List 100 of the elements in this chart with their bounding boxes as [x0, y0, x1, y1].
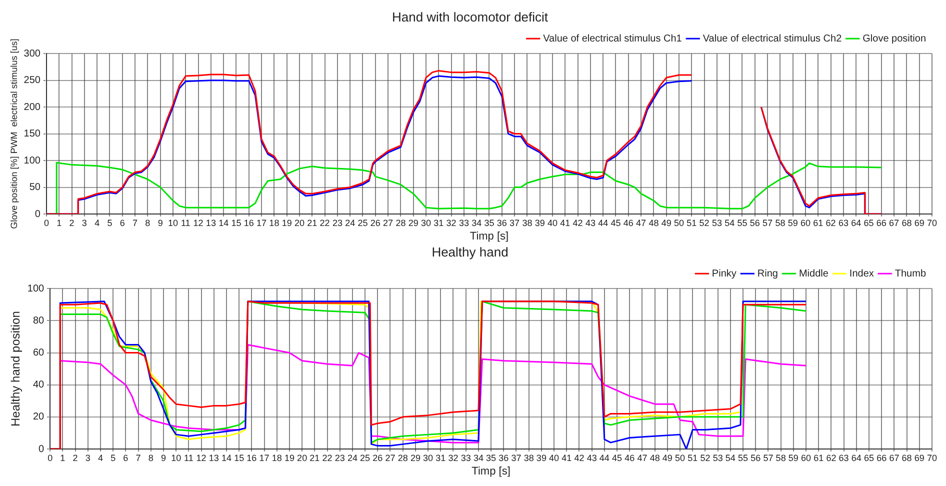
x-tick-label: 1: [60, 452, 66, 463]
x-tick-label: 69: [914, 452, 924, 463]
x-tick-label: 13: [206, 218, 216, 228]
x-tick-label: 33: [460, 452, 471, 463]
x-tick-label: 28: [398, 452, 408, 463]
x-tick-label: 13: [208, 452, 219, 463]
x-tick-label: 23: [332, 218, 342, 228]
chart-title: Hand with locomotor deficit: [392, 9, 548, 24]
x-tick-label: 48: [650, 452, 660, 463]
x-tick-label: 12: [193, 218, 204, 228]
x-tick-label: 48: [648, 218, 659, 228]
x-tick-label: 22: [320, 218, 330, 228]
x-tick-label: 18: [272, 452, 282, 463]
y-tick-label: 80: [32, 315, 45, 326]
x-tick-label: 52: [699, 218, 710, 228]
x-tick-label: 57: [762, 218, 773, 228]
x-tick-label: 62: [826, 218, 836, 228]
x-tick-label: 61: [814, 452, 824, 463]
legend-label: Value of electrical stimulus Ch2: [702, 33, 842, 44]
x-tick-label: 46: [623, 218, 634, 228]
x-tick-label: 17: [259, 452, 270, 463]
x-tick-label: 12: [196, 452, 206, 463]
x-tick-label: 40: [547, 218, 558, 228]
x-tick-label: 3: [82, 218, 87, 228]
y-axis-title: Glove position [%] PWM electrical stimulus [us]: [8, 38, 19, 229]
x-tick-label: 7: [132, 218, 138, 228]
x-tick-label: 66: [876, 218, 886, 228]
x-tick-label: 30: [420, 218, 431, 228]
x-tick-label: 54: [724, 218, 735, 228]
x-tick-label: 30: [423, 452, 434, 463]
x-tick-label: 63: [838, 218, 848, 228]
chart-title: Healthy hand: [432, 244, 508, 260]
x-tick-label: 19: [284, 452, 294, 463]
legend-label: Glove position: [862, 33, 926, 44]
x-tick-label: 35: [484, 218, 494, 228]
x-tick-label: 53: [712, 218, 722, 228]
x-tick-label: 52: [700, 452, 710, 463]
x-tick-label: 16: [244, 218, 254, 228]
x-tick-label: 33: [458, 218, 469, 228]
x-tick-label: 10: [171, 452, 182, 463]
x-tick-label: 34: [472, 218, 482, 228]
x-tick-label: 5: [107, 218, 112, 228]
x-tick-label: 51: [688, 452, 698, 463]
x-tick-label: 46: [624, 452, 635, 463]
x-tick-label: 57: [763, 452, 774, 463]
x-tick-label: 28: [396, 218, 406, 228]
x-tick-label: 17: [256, 218, 267, 228]
x-tick-label: 6: [120, 218, 125, 228]
legend-label: Pinky: [712, 268, 736, 280]
x-tick-label: 14: [221, 452, 232, 463]
x-tick-label: 35: [486, 452, 496, 463]
x-tick-label: 38: [522, 218, 532, 228]
x-tick-label: 58: [775, 218, 786, 228]
x-tick-label: 36: [498, 452, 509, 463]
x-tick-label: 11: [180, 218, 190, 228]
x-tick-label: 66: [876, 452, 887, 463]
x-tick-label: 63: [838, 452, 849, 463]
x-tick-label: 56: [750, 218, 760, 228]
x-tick-label: 2: [72, 452, 78, 463]
x-tick-label: 27: [385, 452, 396, 463]
x-tick-label: 43: [586, 452, 597, 463]
x-tick-label: 31: [436, 452, 446, 463]
x-tick-label: 26: [370, 218, 380, 228]
x-tick-label: 41: [562, 452, 572, 463]
x-tick-label: 18: [269, 218, 280, 228]
x-tick-label: 27: [383, 218, 394, 228]
x-axis-title: Timp [s]: [472, 465, 510, 478]
x-tick-label: 21: [307, 218, 318, 228]
x-tick-label: 67: [889, 452, 900, 463]
x-tick-label: 7: [136, 452, 141, 463]
y-tick-label: 100: [24, 155, 41, 166]
x-tick-label: 49: [661, 218, 672, 228]
x-tick-label: 39: [536, 452, 546, 463]
x-tick-label: 6: [123, 452, 128, 463]
y-tick-label: 0: [38, 444, 45, 455]
legend-label: Index: [849, 268, 874, 280]
y-axis-title: Healthy hand position: [8, 311, 23, 427]
y-tick-label: 60: [32, 348, 45, 359]
x-tick-label: 59: [788, 452, 798, 463]
x-tick-label: 68: [902, 452, 912, 463]
x-tick-label: 62: [826, 452, 836, 463]
x-tick-label: 65: [864, 452, 874, 463]
x-axis-title: Timp [s]: [470, 230, 509, 242]
y-tick-label: 200: [24, 102, 41, 113]
x-tick-label: 9: [160, 452, 166, 463]
x-tick-label: 26: [372, 452, 383, 463]
x-tick-label: 50: [675, 452, 686, 463]
x-tick-label: 47: [637, 452, 648, 463]
x-tick-label: 36: [496, 218, 507, 228]
x-tick-label: 32: [448, 452, 458, 463]
y-tick-label: 20: [32, 412, 45, 423]
x-tick-label: 69: [914, 218, 924, 228]
x-tick-label: 8: [148, 452, 154, 463]
y-tick-label: 0: [34, 208, 41, 220]
x-tick-label: 29: [410, 452, 420, 463]
x-tick-label: 5: [110, 452, 116, 463]
x-tick-label: 24: [347, 452, 358, 463]
x-tick-label: 34: [473, 452, 484, 463]
x-tick-label: 64: [851, 452, 862, 463]
y-tick-label: 150: [24, 128, 41, 140]
